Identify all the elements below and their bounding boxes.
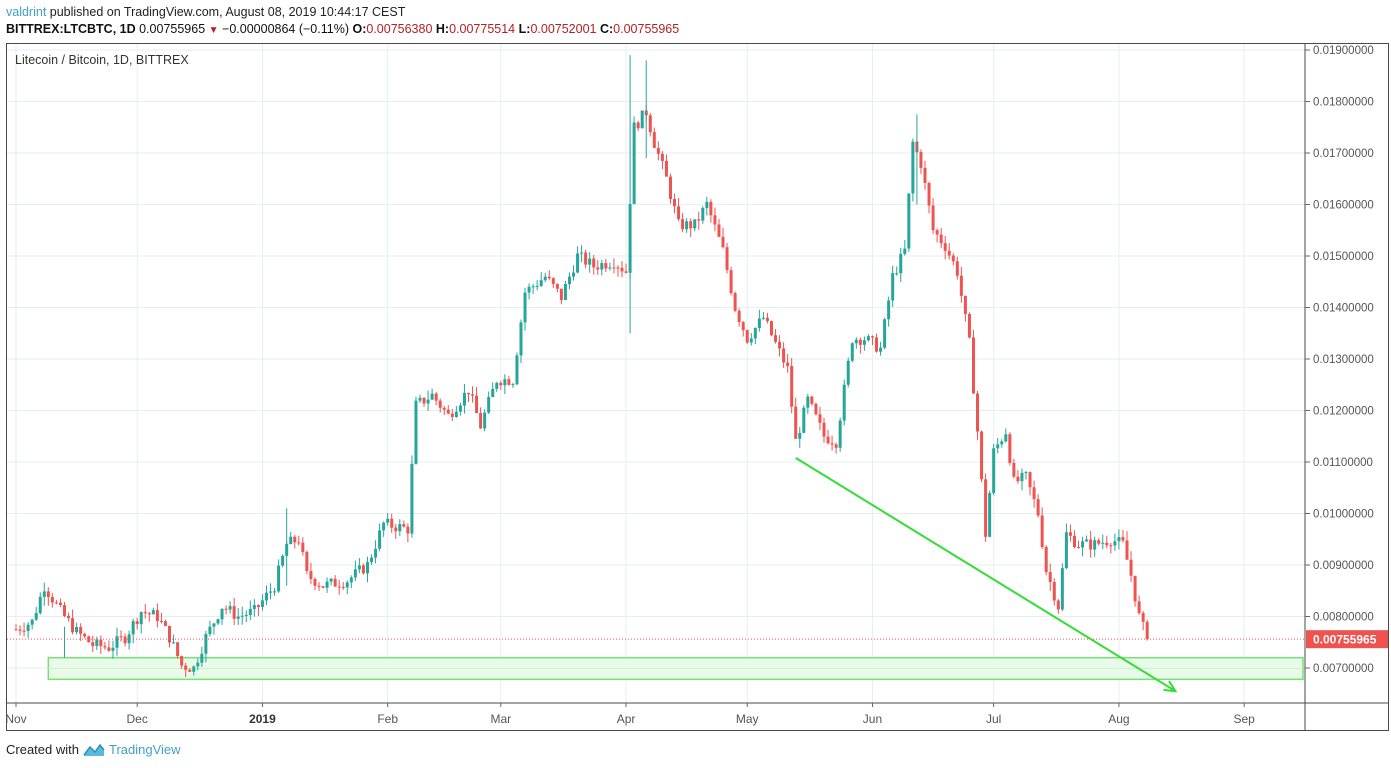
price-tick-label: 0.01400000 — [1313, 303, 1374, 315]
price-change: −0.00000864 (−0.11%) — [222, 22, 349, 36]
symbol-label: BITTREX:LTCBTC, 1D — [6, 22, 136, 36]
low-value: 0.00752001 — [530, 22, 597, 36]
candlestick-series — [14, 55, 1149, 678]
price-tick-label: 0.01300000 — [1313, 354, 1374, 366]
price-tick-label: 0.01600000 — [1313, 200, 1374, 212]
price-axis[interactable]: 0.01900000 0.01800000 0.01700000 0.01600000… — [1305, 45, 1374, 675]
last-price-label: 0.00755965 — [1306, 630, 1388, 649]
time-tick-label: Apr — [617, 712, 636, 726]
price-tick-label: 0.01900000 — [1313, 45, 1374, 57]
publish-info: valdrint published on TradingView.com, A… — [6, 5, 405, 19]
close-value: 0.00755965 — [613, 22, 680, 36]
price-tick-label: 0.01100000 — [1313, 457, 1373, 469]
published-text: published on TradingView.com, August 08,… — [46, 5, 406, 19]
footer: Created with TradingView — [6, 742, 181, 757]
price-tick-label: 0.00700000 — [1313, 663, 1374, 675]
price-tick-label: 0.00800000 — [1313, 612, 1374, 624]
price-tick-label: 0.00900000 — [1313, 560, 1374, 572]
price-tick-label: 0.01500000 — [1313, 251, 1374, 263]
price-tick-label: 0.01700000 — [1313, 148, 1374, 160]
time-axis[interactable]: Nov Dec 2019 Feb Mar Apr May Jun Jul Aug Sep — [5, 703, 1255, 726]
time-tick-label: Feb — [377, 712, 398, 726]
tradingview-link[interactable]: TradingView — [108, 742, 181, 757]
created-with-text: Created with — [6, 742, 79, 757]
grid-lines — [7, 44, 1305, 703]
last-price-value: 0.00755965 — [1313, 633, 1377, 647]
tradingview-logo-icon — [83, 743, 105, 756]
time-tick-label: Mar — [490, 712, 511, 726]
price-tick-label: 0.01800000 — [1313, 97, 1374, 109]
time-tick-label: May — [736, 712, 759, 726]
high-label: H: — [435, 22, 450, 36]
time-tick-label: Jul — [986, 712, 1001, 726]
chart-legend-title: Litecoin / Bitcoin, 1D, BITTREX — [15, 53, 189, 67]
time-tick-label: Jun — [863, 712, 882, 726]
low-label: L: — [518, 22, 531, 36]
author-link[interactable]: valdrint — [6, 5, 47, 19]
time-tick-label: Aug — [1108, 712, 1129, 726]
time-tick-label: Dec — [127, 712, 148, 726]
open-value: 0.00756380 — [366, 22, 433, 36]
time-tick-label: Nov — [5, 712, 26, 726]
high-value: 0.00775514 — [449, 22, 516, 36]
symbol-info-bar: BITTREX:LTCBTC, 1D 0.00755965 ▼ −0.00000… — [6, 22, 679, 36]
price-tick-label: 0.01000000 — [1313, 509, 1374, 521]
chart-frame[interactable] — [6, 43, 1389, 731]
time-tick-label: 2019 — [249, 712, 276, 726]
trend-arrow[interactable] — [795, 457, 1178, 693]
price-tick-label: 0.01200000 — [1313, 406, 1374, 418]
last-price: 0.00755965 — [139, 22, 206, 36]
close-label: C: — [599, 22, 614, 36]
support-zone[interactable] — [47, 656, 1304, 681]
open-label: O: — [352, 22, 367, 36]
time-tick-label: Sep — [1233, 712, 1255, 726]
down-triangle-icon: ▼ — [208, 25, 219, 36]
